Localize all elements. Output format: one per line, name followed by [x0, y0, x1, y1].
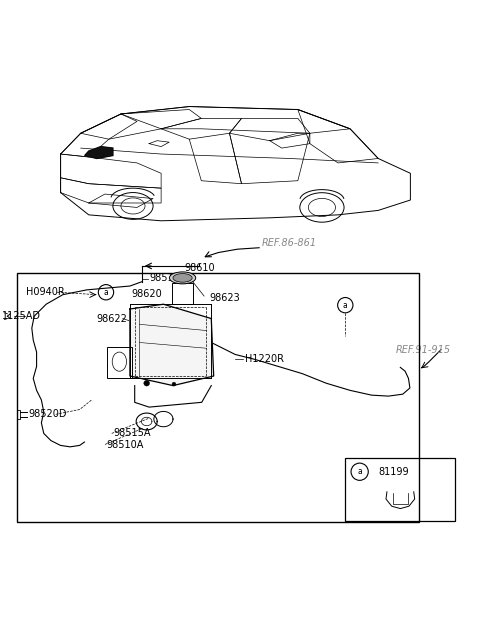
Bar [17, 273, 420, 522]
Text: H0940R: H0940R [25, 287, 64, 297]
Text: a: a [343, 301, 348, 310]
Text: REF.91-915: REF.91-915 [396, 345, 451, 355]
Ellipse shape [173, 274, 192, 282]
Text: H1220R: H1220R [245, 354, 284, 364]
Text: 81199: 81199 [379, 467, 409, 476]
Polygon shape [85, 146, 113, 158]
Ellipse shape [169, 272, 196, 284]
Text: 98610: 98610 [184, 263, 215, 273]
Text: 98620: 98620 [131, 289, 162, 300]
Text: 1125AD: 1125AD [1, 311, 41, 321]
Text: REF.86-861: REF.86-861 [262, 238, 317, 248]
Text: 98510A: 98510A [106, 441, 144, 451]
Bar [345, 459, 456, 520]
Text: a: a [104, 288, 108, 297]
Text: 98516: 98516 [149, 273, 180, 283]
Text: a: a [357, 467, 362, 476]
Bar [172, 282, 193, 304]
Circle shape [172, 382, 176, 386]
Circle shape [144, 380, 150, 386]
Bar [108, 347, 132, 378]
Text: 98622: 98622 [96, 313, 127, 324]
Text: 98515A: 98515A [113, 428, 151, 438]
Polygon shape [130, 304, 214, 386]
Text: 98623: 98623 [209, 292, 240, 303]
Text: 98520D: 98520D [28, 409, 67, 419]
